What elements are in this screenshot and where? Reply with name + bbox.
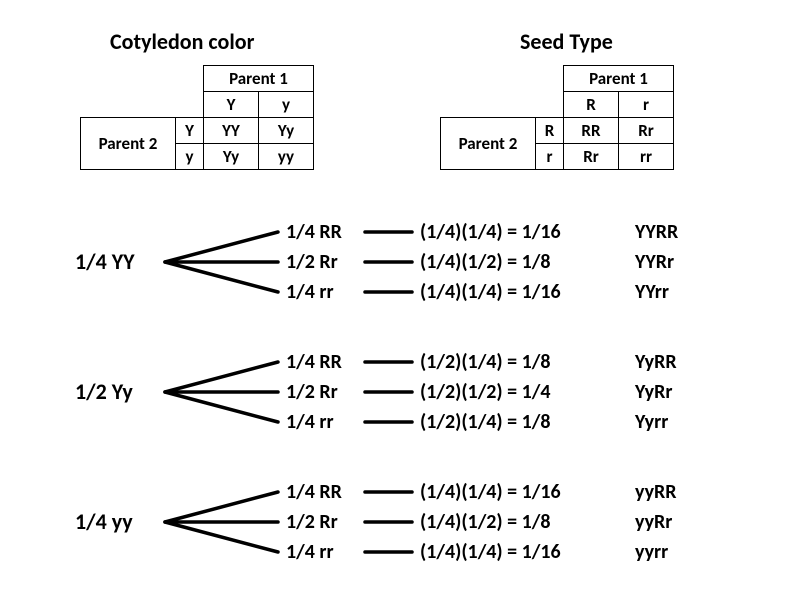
branch-calc: (1/4)(1/2) = 1/8: [420, 250, 551, 274]
title-cotyledon-color: Cotyledon color: [110, 28, 254, 55]
branch-calc: (1/2)(1/4) = 1/8: [420, 410, 551, 434]
col-allele: r: [619, 92, 674, 118]
row-allele: Y: [176, 118, 204, 144]
branch-calc: (1/4)(1/4) = 1/16: [420, 480, 561, 504]
branch-leaf: 1/4 RR: [286, 480, 342, 504]
branch-genotype: YYrr: [635, 280, 669, 304]
branch-leaf: 1/4 rr: [286, 540, 334, 564]
col-allele: R: [564, 92, 619, 118]
cell: RR: [564, 118, 619, 144]
cell: rr: [619, 144, 674, 170]
branch-leaf: 1/2 Rr: [286, 380, 338, 404]
row-allele: y: [176, 144, 204, 170]
col-allele: Y: [204, 92, 259, 118]
branch-calc: (1/4)(1/4) = 1/16: [420, 280, 561, 304]
row-allele: R: [536, 118, 564, 144]
punnett-seed-type: Parent 1 R r Parent 2 R RR Rr r Rr rr: [440, 65, 674, 170]
cell: Rr: [619, 118, 674, 144]
title-seed-type: Seed Type: [520, 28, 613, 55]
branch-calc: (1/2)(1/2) = 1/4: [420, 380, 551, 404]
parent2-label: Parent 2: [441, 118, 536, 170]
cell: Yy: [204, 144, 259, 170]
branch-genotype: Yyrr: [635, 410, 668, 434]
cell: Rr: [564, 144, 619, 170]
branch-leaf: 1/2 Rr: [286, 510, 338, 534]
row-allele: r: [536, 144, 564, 170]
branch-calc: (1/4)(1/4) = 1/16: [420, 540, 561, 564]
cell: yy: [259, 144, 314, 170]
cell: YY: [204, 118, 259, 144]
branch-genotype: yyRr: [635, 510, 672, 534]
branch-leaf: 1/4 RR: [286, 350, 342, 374]
branch-leaf: 1/4 rr: [286, 410, 334, 434]
branch-calc: (1/2)(1/4) = 1/8: [420, 350, 551, 374]
punnett-cotyledon: Parent 1 Y y Parent 2 Y YY Yy y Yy yy: [80, 65, 314, 170]
branch-genotype: YYRr: [635, 250, 674, 274]
branch-calc: (1/4)(1/2) = 1/8: [420, 510, 551, 534]
parent1-label: Parent 1: [204, 66, 314, 92]
branch-root: 1/2 Yy: [75, 378, 133, 405]
branch-leaf: 1/2 Rr: [286, 250, 338, 274]
parent1-label: Parent 1: [564, 66, 674, 92]
branch-calc: (1/4)(1/4) = 1/16: [420, 220, 561, 244]
branch-leaf: 1/4 rr: [286, 280, 334, 304]
branch-genotype: YYRR: [635, 220, 678, 244]
col-allele: y: [259, 92, 314, 118]
parent2-label: Parent 2: [81, 118, 176, 170]
branch-leaf: 1/4 RR: [286, 220, 342, 244]
branch-genotype: yyRR: [635, 480, 677, 504]
branch-genotype: YyRR: [635, 350, 677, 374]
branch-root: 1/4 yy: [75, 508, 133, 535]
branch-genotype: yyrr: [635, 540, 668, 564]
branch-root: 1/4 YY: [75, 248, 135, 275]
cell: Yy: [259, 118, 314, 144]
branch-genotype: YyRr: [635, 380, 673, 404]
